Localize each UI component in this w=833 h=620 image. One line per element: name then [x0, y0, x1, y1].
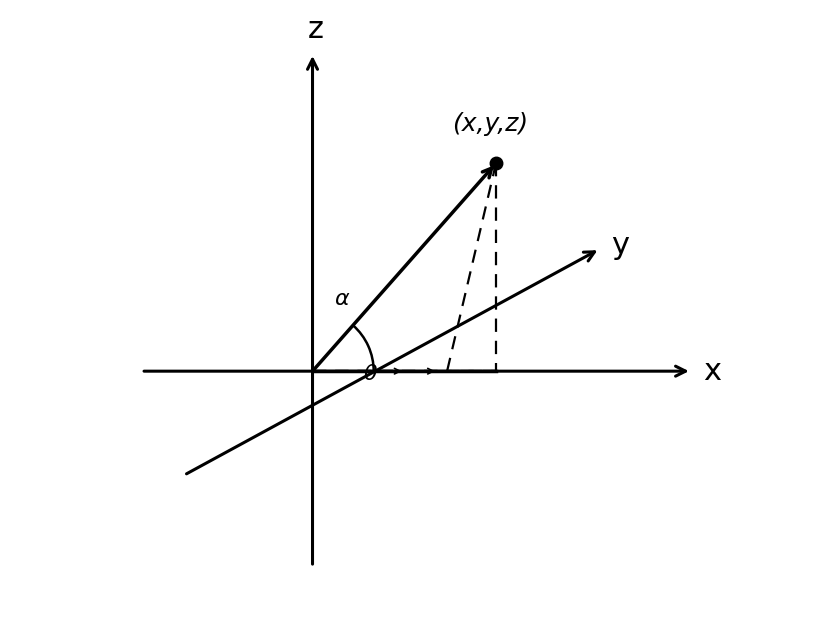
Text: (x,y,z): (x,y,z) [451, 112, 528, 136]
Text: x: x [703, 356, 721, 386]
Text: α: α [334, 290, 349, 309]
Text: θ: θ [364, 364, 377, 384]
Text: y: y [611, 231, 629, 260]
Text: z: z [307, 15, 323, 44]
